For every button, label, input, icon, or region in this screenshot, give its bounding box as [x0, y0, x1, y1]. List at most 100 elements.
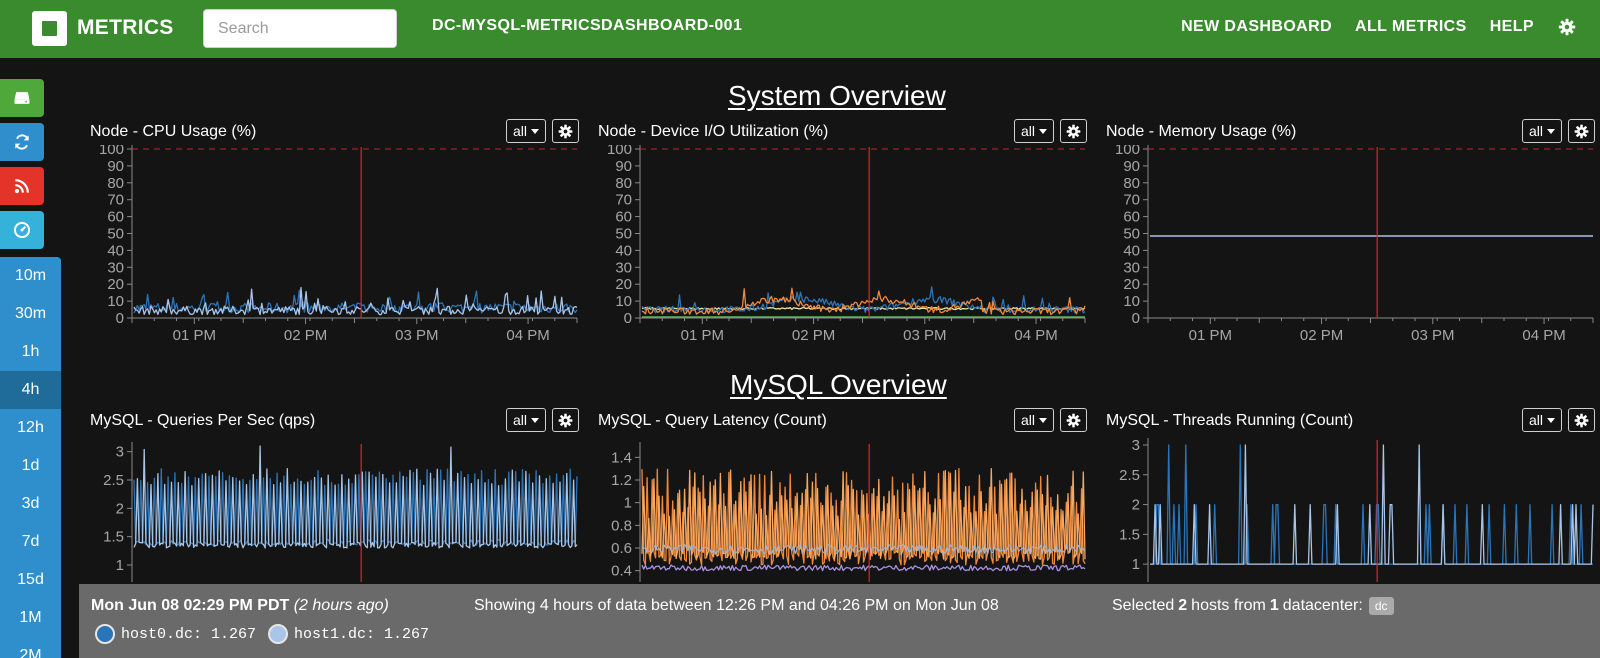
y-tick-label: 0	[116, 310, 124, 327]
host-filter-select[interactable]: all	[1014, 119, 1054, 143]
y-axis: 1 1.5 2 2.5 3	[1119, 437, 1149, 582]
chart-series	[641, 444, 1086, 582]
host-filter-select[interactable]: all	[1522, 408, 1562, 432]
range-15d[interactable]: 15d	[17, 571, 44, 588]
chart-threads-running: MySQL - Threads Running (Count) all 1 1.5…	[1105, 408, 1595, 584]
range-7d[interactable]: 7d	[21, 533, 40, 550]
y-tick-label: 1	[624, 495, 632, 512]
status-bar: Mon Jun 08 02:29 PM PDT (2 hours ago) Sh…	[79, 584, 1600, 658]
refresh-icon	[15, 134, 29, 150]
x-axis: 01 PM 02 PM 03 PM 04 PM	[1147, 317, 1594, 344]
all-metrics-link[interactable]: ALL METRICS	[1355, 18, 1467, 35]
metrics-logo-icon	[32, 10, 67, 46]
series-line	[133, 286, 578, 316]
chart-settings-button[interactable]	[1060, 408, 1087, 432]
hosts-button[interactable]	[0, 79, 44, 117]
y-tick-label: 1.5	[1119, 526, 1140, 543]
chart-queries-per-sec: MySQL - Queries Per Sec (qps) all 1 1.5 2 2…	[89, 408, 579, 584]
y-tick-label: 60	[107, 209, 124, 226]
settings-gear-icon[interactable]	[1558, 18, 1576, 36]
selected-hosts-text: Selected 2 hosts from 1 datacenter: dc	[1112, 597, 1394, 615]
chart-settings-button[interactable]	[1060, 119, 1087, 143]
x-tick-label: 04 PM	[1522, 327, 1565, 344]
refresh-button[interactable]	[0, 123, 44, 161]
brand-link[interactable]: METRICS	[32, 10, 174, 46]
legend-item-host1[interactable]: host1.dc: 1.267	[268, 624, 429, 644]
y-tick-label: 80	[107, 175, 124, 192]
y-tick-label: 10	[107, 293, 124, 310]
legend-swatch-icon	[95, 624, 115, 644]
hosts-suffix: datacenter:	[1282, 597, 1363, 614]
y-tick-label: 0.6	[611, 540, 632, 557]
chart-title: MySQL - Queries Per Sec (qps)	[90, 412, 316, 429]
datacenter-badge[interactable]: dc	[1368, 597, 1394, 615]
host-filter-select[interactable]: all	[1014, 408, 1054, 432]
x-tick-label: 03 PM	[1411, 327, 1454, 344]
range-12h[interactable]: 12h	[17, 419, 44, 436]
feed-icon	[14, 179, 29, 194]
range-10m[interactable]: 10m	[14, 267, 47, 284]
dashboard-button[interactable]	[0, 211, 44, 249]
y-tick-label: 1.4	[611, 449, 632, 466]
chart-series	[640, 147, 1086, 318]
chart-plot: 1 1.5 2 2.5 3	[1119, 437, 1594, 582]
y-tick-label: 70	[615, 192, 632, 209]
range-4h[interactable]: 4h	[0, 371, 61, 409]
range-3d[interactable]: 3d	[21, 495, 40, 512]
y-tick-label: 0	[1132, 310, 1140, 327]
y-tick-label: 1	[116, 557, 124, 574]
feed-button[interactable]	[0, 167, 44, 205]
y-tick-label: 90	[615, 158, 632, 175]
chart-settings-button[interactable]	[552, 119, 579, 143]
chart-title: MySQL - Query Latency (Count)	[598, 412, 827, 429]
y-tick-label: 1.5	[103, 529, 124, 546]
y-tick-label: 100	[99, 145, 124, 158]
range-30m[interactable]: 30m	[14, 305, 47, 322]
legend-item-host0[interactable]: host0.dc: 1.267	[95, 624, 256, 644]
host-filter-select[interactable]: all	[506, 119, 546, 143]
range-1M[interactable]: 1M	[19, 609, 42, 626]
y-tick-label: 2	[1132, 497, 1140, 514]
range-2M[interactable]: 2M	[19, 647, 42, 658]
y-tick-label: 70	[1123, 192, 1140, 209]
new-dashboard-link[interactable]: NEW DASHBOARD	[1181, 18, 1333, 35]
y-tick-label: 90	[1123, 158, 1140, 175]
chart-controls: all	[506, 408, 579, 432]
x-tick-label: 02 PM	[1300, 327, 1343, 344]
y-tick-label: 0.4	[611, 563, 632, 580]
host-filter-select[interactable]: all	[506, 408, 546, 432]
search-input[interactable]	[203, 9, 397, 48]
y-tick-label: 40	[107, 242, 124, 259]
chart-settings-button[interactable]	[1568, 408, 1595, 432]
x-axis: 01 PM 02 PM 03 PM 04 PM	[639, 317, 1086, 344]
gear-icon	[1574, 413, 1589, 428]
chart-settings-button[interactable]	[552, 408, 579, 432]
chart-settings-button[interactable]	[1568, 119, 1595, 143]
caret-down-icon	[1039, 128, 1047, 134]
top-navbar: METRICS DC-MYSQL-METRICSDASHBOARD-001 NE…	[0, 0, 1600, 58]
chart-series	[1148, 147, 1593, 318]
series-line	[133, 445, 578, 549]
range-1d[interactable]: 1d	[21, 457, 40, 474]
gear-icon	[1066, 124, 1081, 139]
series-line	[641, 468, 1086, 560]
chart-controls: all	[1522, 408, 1595, 432]
help-link[interactable]: HELP	[1489, 18, 1534, 35]
dashboard-title: DC-MYSQL-METRICSDASHBOARD-001	[432, 17, 743, 34]
y-tick-label: 2.5	[1119, 467, 1140, 484]
timestamp-value: Mon Jun 08 02:29 PM PDT	[91, 597, 290, 614]
y-tick-label: 90	[107, 158, 124, 175]
host-filter-value: all	[512, 412, 527, 428]
gear-icon	[558, 124, 573, 139]
host-filter-select[interactable]: all	[1522, 119, 1562, 143]
y-tick-label: 20	[615, 276, 632, 293]
y-tick-label: 60	[1123, 209, 1140, 226]
legend-swatch-icon	[268, 624, 289, 644]
y-tick-label: 0	[624, 310, 632, 327]
y-tick-label: 40	[1123, 242, 1140, 259]
range-1h[interactable]: 1h	[21, 343, 40, 360]
y-tick-label: 30	[1123, 259, 1140, 276]
